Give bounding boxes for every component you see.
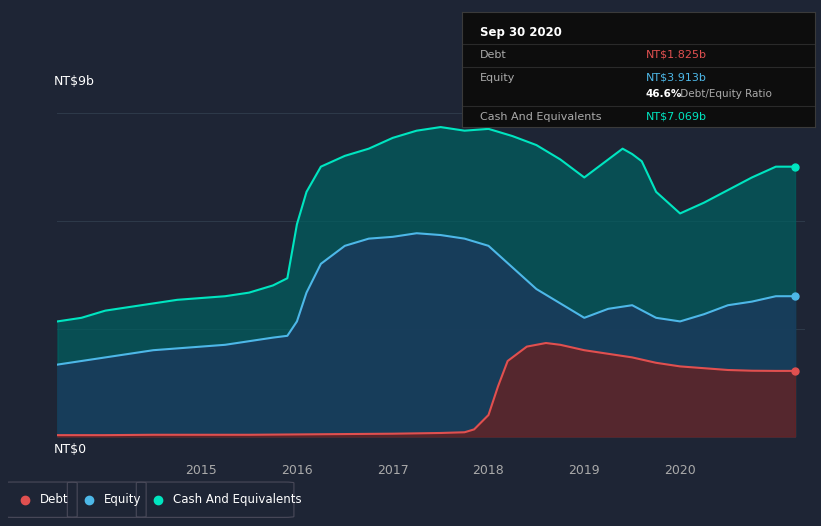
Text: 2015: 2015	[186, 464, 217, 477]
Text: Cash And Equivalents: Cash And Equivalents	[479, 112, 601, 122]
Text: Cash And Equivalents: Cash And Equivalents	[173, 493, 302, 506]
Text: NT$1.825b: NT$1.825b	[645, 49, 707, 59]
Text: NT$7.069b: NT$7.069b	[645, 112, 707, 122]
Text: 2020: 2020	[664, 464, 696, 477]
Text: 2018: 2018	[473, 464, 504, 477]
Text: Equity: Equity	[104, 493, 142, 506]
Text: NT$3.913b: NT$3.913b	[645, 73, 706, 83]
Text: NT$0: NT$0	[53, 443, 87, 457]
Text: Equity: Equity	[479, 73, 515, 83]
Text: 2016: 2016	[281, 464, 313, 477]
Text: 2019: 2019	[568, 464, 600, 477]
Text: Debt/Equity Ratio: Debt/Equity Ratio	[677, 89, 773, 99]
Text: 46.6%: 46.6%	[645, 89, 682, 99]
Text: 2017: 2017	[377, 464, 409, 477]
Text: Debt: Debt	[479, 49, 507, 59]
Text: Debt: Debt	[40, 493, 69, 506]
Text: Sep 30 2020: Sep 30 2020	[479, 26, 562, 39]
Text: NT$9b: NT$9b	[53, 75, 94, 88]
